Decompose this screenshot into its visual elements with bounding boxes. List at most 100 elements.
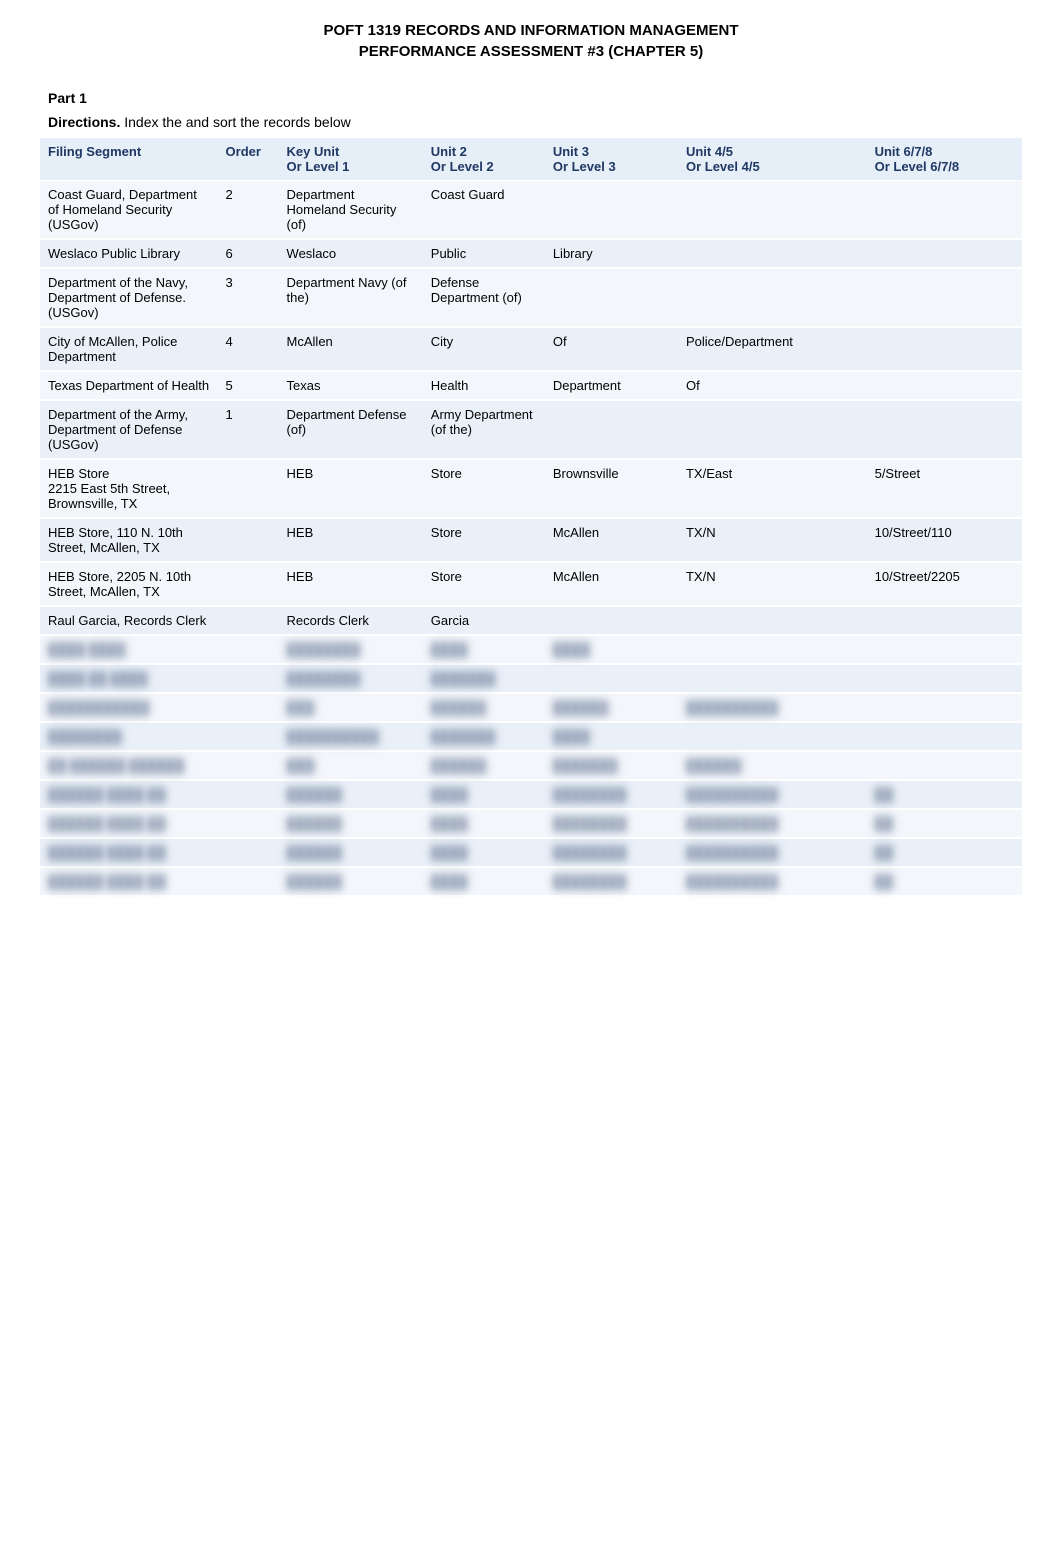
- table-row: City of McAllen, Police Department4McAll…: [40, 327, 1022, 371]
- cell-key: ████████: [279, 664, 423, 693]
- cell-u2: Store: [423, 459, 545, 518]
- table-row-blurred: ██ ██████ ████████████████████████████: [40, 751, 1022, 780]
- cell-u2: ███████: [423, 664, 545, 693]
- cell-u3: [545, 606, 678, 635]
- cell-u3: [545, 664, 678, 693]
- cell-filing: ████████: [40, 722, 218, 751]
- cell-u45: ██████████: [678, 867, 867, 896]
- th-u45-l2: Or Level 4/5: [686, 159, 859, 174]
- cell-u2: Store: [423, 562, 545, 606]
- cell-filing: ███████████: [40, 693, 218, 722]
- cell-u678: ██: [867, 780, 1022, 809]
- cell-u3: ████████: [545, 809, 678, 838]
- table-row: Department of the Army, Department of De…: [40, 400, 1022, 459]
- cell-u678: [867, 327, 1022, 371]
- cell-u678: 5/Street: [867, 459, 1022, 518]
- th-order-l1: Order: [226, 144, 261, 159]
- cell-u2: ████: [423, 809, 545, 838]
- table-row: Weslaco Public Library6WeslacoPublicLibr…: [40, 239, 1022, 268]
- cell-u3: [545, 400, 678, 459]
- th-u45-l1: Unit 4/5: [686, 144, 733, 159]
- th-u2-l2: Or Level 2: [431, 159, 537, 174]
- table-row-blurred: ██████ ████ ████████████████████████████…: [40, 838, 1022, 867]
- cell-key: McAllen: [279, 327, 423, 371]
- cell-key: ██████████: [279, 722, 423, 751]
- cell-filing: HEB Store2215 East 5th Street, Brownsvil…: [40, 459, 218, 518]
- cell-key: ███: [279, 751, 423, 780]
- cell-u45: TX/N: [678, 518, 867, 562]
- cell-u2: Army Department (of the): [423, 400, 545, 459]
- cell-filing: ██████ ████ ██: [40, 838, 218, 867]
- cell-filing: Coast Guard, Department of Homeland Secu…: [40, 181, 218, 240]
- cell-u2: ████: [423, 635, 545, 664]
- cell-u2: ███████: [423, 722, 545, 751]
- cell-u2: Store: [423, 518, 545, 562]
- cell-u45: [678, 181, 867, 240]
- cell-u3: ████████: [545, 780, 678, 809]
- cell-u45: ██████: [678, 751, 867, 780]
- cell-u678: [867, 664, 1022, 693]
- cell-order: [218, 635, 279, 664]
- cell-u2: Public: [423, 239, 545, 268]
- cell-u678: [867, 400, 1022, 459]
- cell-u3: Of: [545, 327, 678, 371]
- cell-u678: [867, 268, 1022, 327]
- table-row-blurred: ████ ██ ███████████████████: [40, 664, 1022, 693]
- cell-u678: [867, 371, 1022, 400]
- title-line-2: PERFORMANCE ASSESSMENT #3 (CHAPTER 5): [359, 43, 704, 60]
- title-line-1: POFT 1319 RECORDS AND INFORMATION MANAGE…: [323, 22, 738, 39]
- cell-u3: Brownsville: [545, 459, 678, 518]
- cell-key: Weslaco: [279, 239, 423, 268]
- directions-line: Directions. Index the and sort the recor…: [48, 114, 1022, 130]
- cell-order: 6: [218, 239, 279, 268]
- cell-u3: Library: [545, 239, 678, 268]
- th-filing: Filing Segment: [40, 138, 218, 181]
- cell-order: [218, 780, 279, 809]
- cell-filing: HEB Store, 110 N. 10th Street, McAllen, …: [40, 518, 218, 562]
- th-u2-l1: Unit 2: [431, 144, 467, 159]
- cell-filing: ██████ ████ ██: [40, 867, 218, 896]
- th-u678-l2: Or Level 6/7/8: [875, 159, 1014, 174]
- document-title: POFT 1319 RECORDS AND INFORMATION MANAGE…: [40, 20, 1022, 62]
- cell-order: [218, 867, 279, 896]
- cell-u678: [867, 722, 1022, 751]
- cell-u3: McAllen: [545, 562, 678, 606]
- cell-u2: ██████: [423, 693, 545, 722]
- directions-text: Index the and sort the records below: [120, 114, 350, 130]
- cell-filing: ████ ████: [40, 635, 218, 664]
- cell-u678: [867, 181, 1022, 240]
- table-row-blurred: ██████ ████ ████████████████████████████…: [40, 809, 1022, 838]
- th-u3-l2: Or Level 3: [553, 159, 670, 174]
- th-u678-l1: Unit 6/7/8: [875, 144, 933, 159]
- table-row-blurred: ████ ████████████████████: [40, 635, 1022, 664]
- th-u3: Unit 3 Or Level 3: [545, 138, 678, 181]
- cell-u45: [678, 400, 867, 459]
- th-u3-l1: Unit 3: [553, 144, 589, 159]
- cell-key: ██████: [279, 838, 423, 867]
- th-key-l1: Key Unit: [287, 144, 340, 159]
- table-row-blurred: ██████ ████ ████████████████████████████…: [40, 780, 1022, 809]
- table-row: Department of the Navy, Department of De…: [40, 268, 1022, 327]
- cell-u3: ████████: [545, 838, 678, 867]
- cell-u45: [678, 664, 867, 693]
- cell-u45: ██████████: [678, 780, 867, 809]
- cell-u3: [545, 181, 678, 240]
- cell-u2: Garcia: [423, 606, 545, 635]
- table-body: Coast Guard, Department of Homeland Secu…: [40, 181, 1022, 897]
- cell-order: [218, 722, 279, 751]
- cell-u3: ████: [545, 722, 678, 751]
- cell-u2: ████: [423, 867, 545, 896]
- cell-order: [218, 562, 279, 606]
- cell-order: [218, 809, 279, 838]
- cell-u2: City: [423, 327, 545, 371]
- cell-u678: 10/Street/110: [867, 518, 1022, 562]
- cell-key: HEB: [279, 518, 423, 562]
- cell-u2: ████: [423, 780, 545, 809]
- cell-u2: Defense Department (of): [423, 268, 545, 327]
- cell-order: 3: [218, 268, 279, 327]
- cell-u45: [678, 722, 867, 751]
- cell-u45: ██████████: [678, 809, 867, 838]
- directions-bold: Directions.: [48, 114, 120, 130]
- cell-order: 4: [218, 327, 279, 371]
- cell-filing: Department of the Army, Department of De…: [40, 400, 218, 459]
